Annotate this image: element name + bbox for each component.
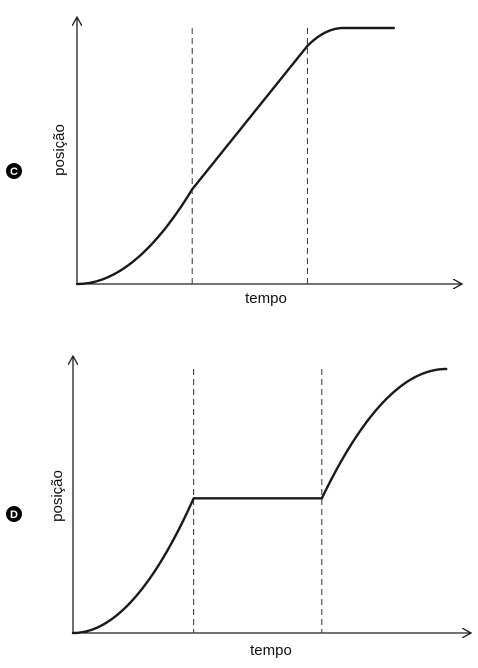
vlines-d: [193, 369, 323, 633]
position-curve-c: [75, 26, 395, 286]
option-badge-c: C: [6, 163, 22, 179]
position-curve-d: [71, 367, 448, 635]
option-badge-d: D: [6, 506, 22, 522]
x-axis-label-d: tempo: [250, 642, 292, 659]
chart-d: D posição tempo: [6, 356, 471, 659]
vlines-c: [191, 28, 308, 284]
x-axis-label-c: tempo: [245, 290, 287, 307]
option-badge-circle: [6, 506, 22, 522]
chart-c: C posição tempo: [6, 17, 462, 307]
option-letter-c: C: [10, 166, 18, 178]
y-axis-label-d: posição: [49, 470, 66, 522]
option-letter-d: D: [10, 509, 18, 521]
option-badge-circle: [6, 163, 22, 179]
y-axis-label-c: posição: [51, 124, 68, 176]
